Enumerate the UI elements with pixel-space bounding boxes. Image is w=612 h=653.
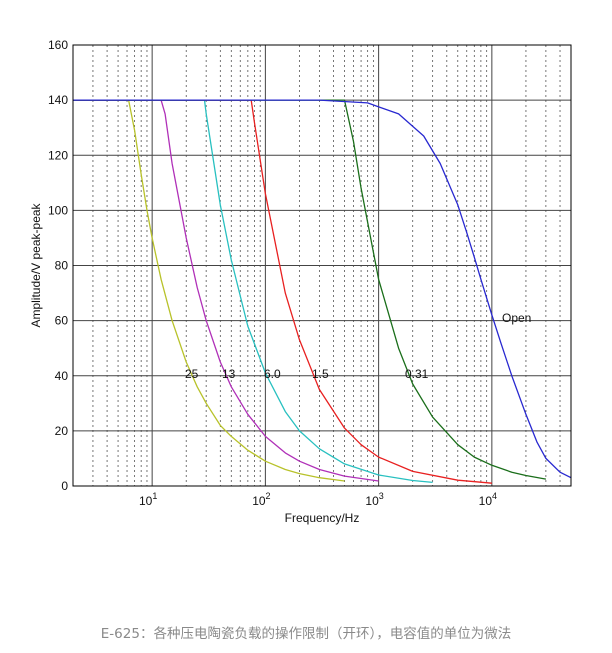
y-tick-label: 40 [55,369,69,383]
series-line [73,99,547,480]
series-label: 6.0 [264,367,281,381]
x-axis-label: Frequency/Hz [285,511,360,525]
y-tick-label: 100 [48,203,68,217]
x-tick-label: 104 [479,491,497,508]
series-line [73,99,345,482]
grid-major [73,45,571,486]
x-tick-labels: 101 102 103 104 [139,491,497,508]
series-label: 1.5 [312,367,329,381]
series-label: 25 [185,367,199,381]
y-tick-labels: 0 20 40 60 80 100 120 140 160 [48,38,68,493]
x-tick-label: 103 [365,491,383,508]
series-line [73,99,433,484]
series-label: Open [502,311,531,325]
series-line [73,99,379,482]
y-tick-label: 80 [55,259,69,273]
figure-caption: E-625：各种压电陶瓷负载的操作限制（开环），电容值的单位为微法 [100,626,512,642]
y-tick-label: 20 [55,424,69,438]
series-label: 0.31 [405,367,429,381]
y-tick-label: 0 [61,479,68,493]
series-label: 13 [222,367,236,381]
x-tick-label: 101 [139,491,157,508]
y-axis-label: Amplitude/V peak-peak [29,202,43,327]
y-tick-label: 160 [48,38,68,52]
amplitude-frequency-chart: 25 13 6.0 1.5 0.31 Open 0 20 40 60 80 100 120 140 160… [29,38,572,525]
y-tick-label: 140 [48,93,68,107]
series-line [73,99,492,484]
y-tick-label: 120 [48,148,68,162]
x-tick-label: 102 [252,491,270,508]
series-line [73,99,572,479]
curve-labels: 25 13 6.0 1.5 0.31 Open [185,311,531,381]
plot-frame [72,44,572,487]
y-tick-label: 60 [55,314,69,328]
curves [73,99,572,484]
